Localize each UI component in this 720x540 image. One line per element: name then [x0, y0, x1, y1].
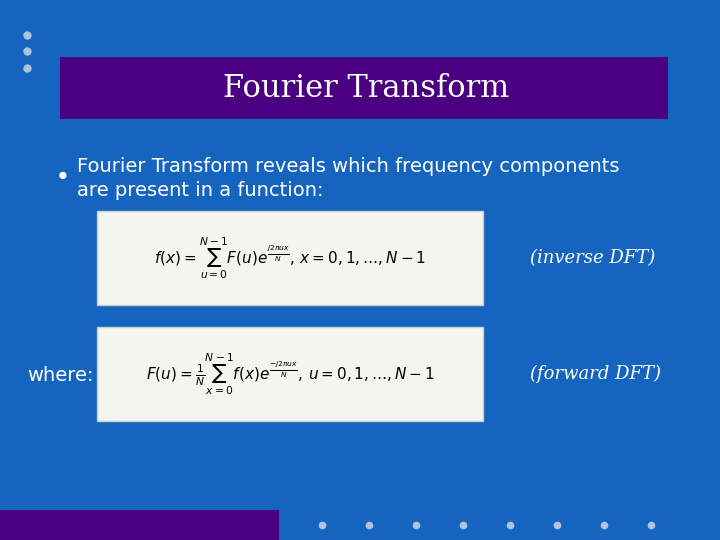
Text: are present in a function:: are present in a function:	[77, 181, 324, 200]
Text: $f(x) = \sum_{u=0}^{N-1} F(u)e^{\frac{j2\pi ux}{N}},\, x = 0, 1, \ldots, N-1$: $f(x) = \sum_{u=0}^{N-1} F(u)e^{\frac{j2…	[154, 235, 426, 281]
Text: Fourier Transform reveals which frequency components: Fourier Transform reveals which frequenc…	[77, 157, 620, 176]
FancyBboxPatch shape	[0, 510, 279, 540]
Text: (forward DFT): (forward DFT)	[531, 365, 662, 383]
Text: Fourier Transform: Fourier Transform	[222, 72, 509, 104]
Text: $F(u) = \frac{1}{N}\sum_{x=0}^{N-1} f(x)e^{\frac{-j2\pi ux}{N}},\, u = 0, 1, \ld: $F(u) = \frac{1}{N}\sum_{x=0}^{N-1} f(x)…	[145, 352, 434, 397]
Text: where:: where:	[27, 366, 94, 385]
FancyBboxPatch shape	[60, 57, 668, 119]
Text: $\bullet$: $\bullet$	[54, 162, 67, 186]
FancyBboxPatch shape	[97, 211, 483, 305]
Text: (inverse DFT): (inverse DFT)	[531, 249, 656, 267]
FancyBboxPatch shape	[97, 327, 483, 421]
